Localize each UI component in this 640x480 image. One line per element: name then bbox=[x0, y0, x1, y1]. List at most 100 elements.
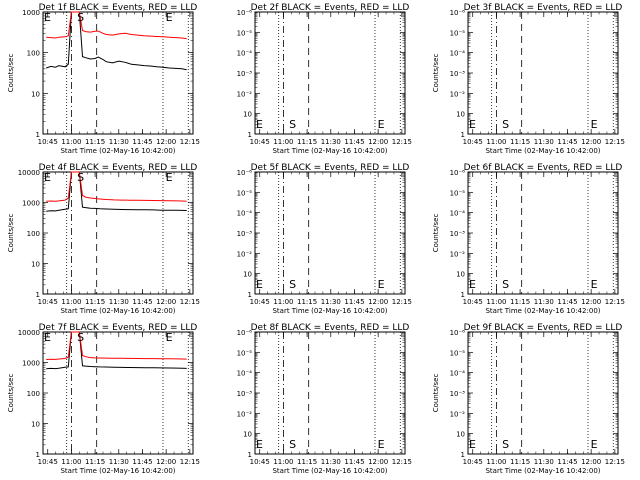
y-tick-label: 100 bbox=[27, 390, 40, 398]
chart-title: Det 3f BLACK = Events, RED = LLD bbox=[464, 3, 623, 13]
plot-frame bbox=[254, 171, 406, 295]
chart-panel-1: Det 1f BLACK = Events, RED = LLD Counts/s… bbox=[7, 3, 200, 155]
x-tick-label: 11:15 bbox=[297, 138, 317, 146]
y-tick-label: 10⁻⁶ bbox=[237, 169, 253, 177]
x-tick-label: 12:15 bbox=[180, 298, 200, 306]
x-tick-label: 11:45 bbox=[344, 458, 364, 466]
x-tick-label: 11:00 bbox=[273, 138, 293, 146]
x-tick-label: 11:15 bbox=[510, 298, 530, 306]
marker-label-S: S bbox=[502, 118, 509, 131]
x-tick-label: 11:00 bbox=[273, 298, 293, 306]
y-tick-label: 100 bbox=[27, 50, 40, 58]
x-tick-label: 11:30 bbox=[109, 298, 129, 306]
y-tick-label: 10 bbox=[31, 90, 40, 98]
y-tick-label: 10 bbox=[31, 421, 40, 429]
x-tick-label: 11:00 bbox=[486, 458, 506, 466]
y-tick-label: 10⁻³ bbox=[237, 230, 253, 238]
chart-panel-9: Det 9f BLACK = Events, RED = LLD Counts/s… bbox=[432, 323, 625, 475]
plot-frame bbox=[254, 331, 406, 455]
x-tick-label: 11:45 bbox=[344, 298, 364, 306]
plot-frame bbox=[254, 11, 406, 135]
x-tick-label: 11:30 bbox=[534, 298, 554, 306]
marker-label-E: E bbox=[591, 438, 598, 451]
x-tick-label: 11:15 bbox=[297, 298, 317, 306]
marker-label-E: E bbox=[469, 278, 476, 291]
x-tick-label: 12:00 bbox=[581, 298, 601, 306]
series-events bbox=[46, 331, 187, 370]
x-tick-label: 12:15 bbox=[605, 298, 625, 306]
series-lld bbox=[46, 171, 187, 202]
y-tick-label: 10⁻² bbox=[237, 250, 253, 258]
x-tick-label: 12:00 bbox=[368, 298, 388, 306]
x-tick-label: 11:45 bbox=[557, 458, 577, 466]
x-tick-label: 12:15 bbox=[605, 458, 625, 466]
chart-panel-8: Det 8f BLACK = Events, RED = LLD 1 10 10⁻² 1… bbox=[237, 323, 412, 475]
x-axis-label: Start Time (02-May-16 10:42:00) bbox=[60, 307, 175, 315]
x-tick-label: 12:15 bbox=[392, 138, 412, 146]
x-tick-label: 10:45 bbox=[463, 458, 483, 466]
x-axis-label: Start Time (02-May-16 10:42:00) bbox=[485, 467, 600, 475]
x-tick-label: 10:45 bbox=[38, 298, 58, 306]
x-axis-label: Start Time (02-May-16 10:42:00) bbox=[60, 467, 175, 475]
x-axis-label: Start Time (02-May-16 10:42:00) bbox=[272, 307, 387, 315]
series-lld bbox=[46, 331, 187, 360]
y-tick-label: 1 bbox=[36, 131, 40, 139]
y-axis-label: Counts/sec bbox=[7, 54, 15, 93]
x-axis-label: Start Time (02-May-16 10:42:00) bbox=[272, 147, 387, 155]
plot-frame bbox=[467, 11, 619, 135]
x-tick-label: 12:00 bbox=[156, 458, 176, 466]
y-tick-label: 10⁻² bbox=[450, 250, 466, 258]
y-axis-label: Counts/sec bbox=[432, 214, 440, 253]
plot-frame bbox=[42, 171, 194, 295]
plot-frame bbox=[42, 11, 194, 135]
marker-label-E: E bbox=[44, 11, 51, 24]
y-tick-label: 1 bbox=[461, 131, 465, 139]
y-tick-label: 1 bbox=[36, 291, 40, 299]
x-tick-label: 10:45 bbox=[38, 138, 58, 146]
x-tick-label: 11:30 bbox=[321, 138, 341, 146]
y-tick-label: 10⁻³ bbox=[450, 230, 466, 238]
x-tick-label: 11:45 bbox=[132, 298, 152, 306]
x-axis-label: Start Time (02-May-16 10:42:00) bbox=[485, 147, 600, 155]
x-tick-label: 11:30 bbox=[109, 138, 129, 146]
y-tick-label: 1 bbox=[248, 131, 252, 139]
y-tick-label: 10⁻⁴ bbox=[237, 50, 253, 58]
y-tick-label: 10⁻⁴ bbox=[450, 210, 466, 218]
x-tick-label: 11:00 bbox=[486, 298, 506, 306]
x-tick-label: 12:00 bbox=[156, 138, 176, 146]
x-tick-label: 11:45 bbox=[344, 138, 364, 146]
x-tick-label: 12:00 bbox=[581, 138, 601, 146]
marker-label-S: S bbox=[77, 171, 84, 184]
marker-label-E: E bbox=[44, 331, 51, 344]
marker-label-S: S bbox=[502, 278, 509, 291]
marker-label-E: E bbox=[469, 118, 476, 131]
y-tick-label: 10 bbox=[243, 271, 252, 279]
marker-label-E: E bbox=[166, 11, 173, 24]
y-axis-label: Counts/sec bbox=[432, 374, 440, 413]
x-tick-label: 11:15 bbox=[510, 138, 530, 146]
x-tick-label: 10:45 bbox=[250, 298, 270, 306]
x-tick-label: 10:45 bbox=[250, 458, 270, 466]
y-tick-label: 10⁻³ bbox=[237, 70, 253, 78]
x-tick-label: 11:45 bbox=[557, 138, 577, 146]
x-tick-label: 10:45 bbox=[463, 298, 483, 306]
y-tick-label: 10⁻² bbox=[450, 410, 466, 418]
x-tick-label: 11:45 bbox=[557, 298, 577, 306]
chart-panel-3: Det 3f BLACK = Events, RED = LLD Counts/s… bbox=[432, 3, 625, 155]
series-events bbox=[46, 171, 187, 212]
y-tick-label: 10⁻³ bbox=[450, 70, 466, 78]
x-tick-label: 12:15 bbox=[392, 298, 412, 306]
y-tick-label: 100 bbox=[27, 230, 40, 238]
chart-title: Det 4f BLACK = Events, RED = LLD bbox=[39, 163, 198, 173]
marker-label-E: E bbox=[256, 278, 263, 291]
series-lld bbox=[46, 11, 187, 40]
marker-label-E: E bbox=[256, 118, 263, 131]
x-tick-label: 11:45 bbox=[132, 458, 152, 466]
y-tick-label: 10⁻⁶ bbox=[237, 329, 253, 337]
x-tick-label: 12:15 bbox=[180, 458, 200, 466]
y-tick-label: 10⁻⁴ bbox=[450, 50, 466, 58]
x-axis-label: Start Time (02-May-16 10:42:00) bbox=[485, 307, 600, 315]
x-tick-label: 11:30 bbox=[534, 138, 554, 146]
y-tick-label: 1000 bbox=[22, 9, 40, 17]
y-tick-label: 1 bbox=[461, 451, 465, 459]
